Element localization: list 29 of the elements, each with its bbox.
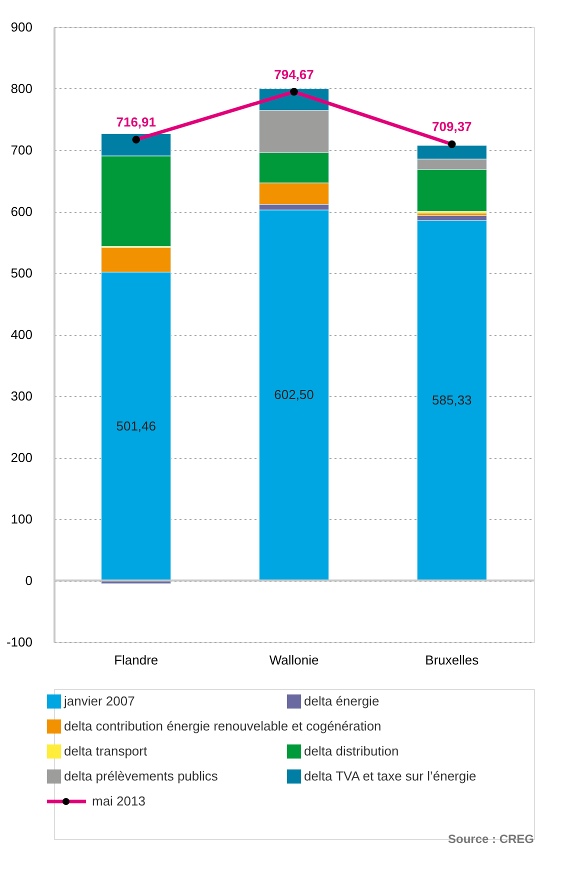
y-tick-label: 800 [10, 81, 32, 96]
legend-label: delta contribution énergie renouvelable et cogénération [64, 718, 382, 734]
y-tick-label: 500 [10, 266, 32, 280]
data-label: 709,37 [432, 119, 472, 134]
y-tick-label: 0 [25, 573, 32, 588]
y-tick-label: 900 [10, 20, 32, 34]
data-label: 602,50 [274, 387, 314, 402]
x-tick-label: Wallonie [269, 652, 319, 668]
y-tick-label: 200 [10, 450, 32, 465]
y-tick-label: 400 [10, 327, 32, 342]
x-tick-label: Bruxelles [425, 652, 480, 668]
data-label: 585,33 [432, 392, 472, 408]
data-label: 716,91 [116, 114, 156, 130]
legend-label: delta transport [64, 744, 148, 758]
legend-label: delta prélèvements publics [64, 768, 218, 784]
legend-label: delta énergie [304, 694, 380, 708]
y-tick-label: 300 [10, 388, 32, 404]
x-tick-label: Flandre [114, 652, 158, 668]
y-tick-label: 100 [10, 512, 32, 526]
y-tick-label: 700 [10, 142, 32, 158]
legend-label: delta distribution [304, 744, 399, 758]
legend-label: janvier 2007 [63, 694, 135, 708]
data-label: 794,67 [274, 66, 314, 82]
y-tick-label: -100 [6, 634, 32, 650]
source-note: Source : CREG [448, 832, 534, 846]
legend-label: mai 2013 [92, 794, 146, 808]
legend-label: delta TVA et taxe sur l’énergie [304, 768, 476, 784]
data-label: 501,46 [116, 418, 156, 434]
y-tick-label: 600 [10, 204, 32, 219]
